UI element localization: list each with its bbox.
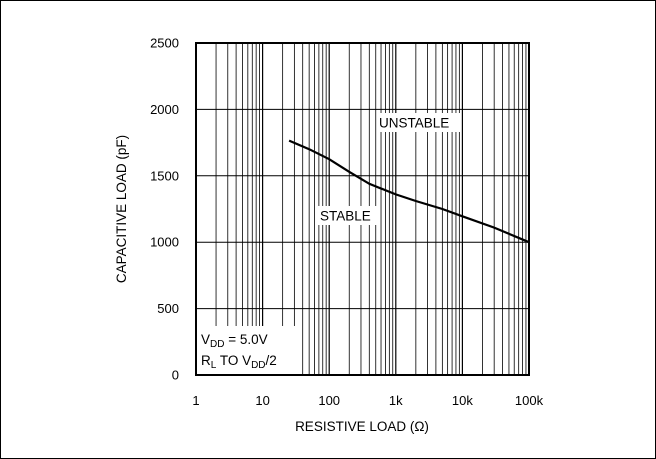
x-axis-label: RESISTIVE LOAD (Ω) <box>295 419 429 434</box>
condition-rl-value: /2 <box>266 353 277 368</box>
y-tick-label: 0 <box>172 368 179 383</box>
x-tick-label: 1 <box>192 393 199 408</box>
x-tick-label: 100 <box>318 393 340 408</box>
x-tick-labels: 1 10 100 1k 10k 100k <box>192 393 543 408</box>
condition-rl-vdd-subscript: DD <box>251 360 265 371</box>
condition-rl-symbol: R <box>201 353 211 368</box>
condition-rl-mid: TO V <box>216 353 251 368</box>
condition-vdd-symbol: V <box>201 332 210 347</box>
y-tick-label: 1000 <box>150 235 179 250</box>
conditions-box <box>197 326 301 374</box>
y-tick-labels: 0 500 1000 1500 2000 2500 <box>150 36 179 383</box>
condition-rl: RL TO VDD/2 <box>201 353 277 371</box>
condition-vdd-value: = 5.0V <box>224 332 267 347</box>
x-tick-label: 100k <box>515 393 544 408</box>
x-tick-label: 1k <box>389 393 403 408</box>
plot-area <box>195 42 530 376</box>
x-tick-label: 10 <box>255 393 269 408</box>
condition-vdd: VDD = 5.0V <box>201 332 268 350</box>
y-tick-label: 500 <box>157 301 179 316</box>
y-axis-label: CAPACITIVE LOAD (pF) <box>114 135 129 283</box>
condition-vdd-subscript: DD <box>210 339 224 350</box>
y-tick-label: 2500 <box>150 36 179 51</box>
unstable-label-bg <box>377 113 461 132</box>
condition-rl-subscript: L <box>211 360 217 371</box>
unstable-label: UNSTABLE <box>379 116 449 131</box>
y-tick-label: 2000 <box>150 102 179 117</box>
y-tick-label: 1500 <box>150 168 179 183</box>
stability-boundary-line <box>288 139 530 244</box>
stable-label: STABLE <box>320 209 371 224</box>
stable-label-bg <box>318 206 380 225</box>
x-tick-label: 10k <box>452 393 473 408</box>
